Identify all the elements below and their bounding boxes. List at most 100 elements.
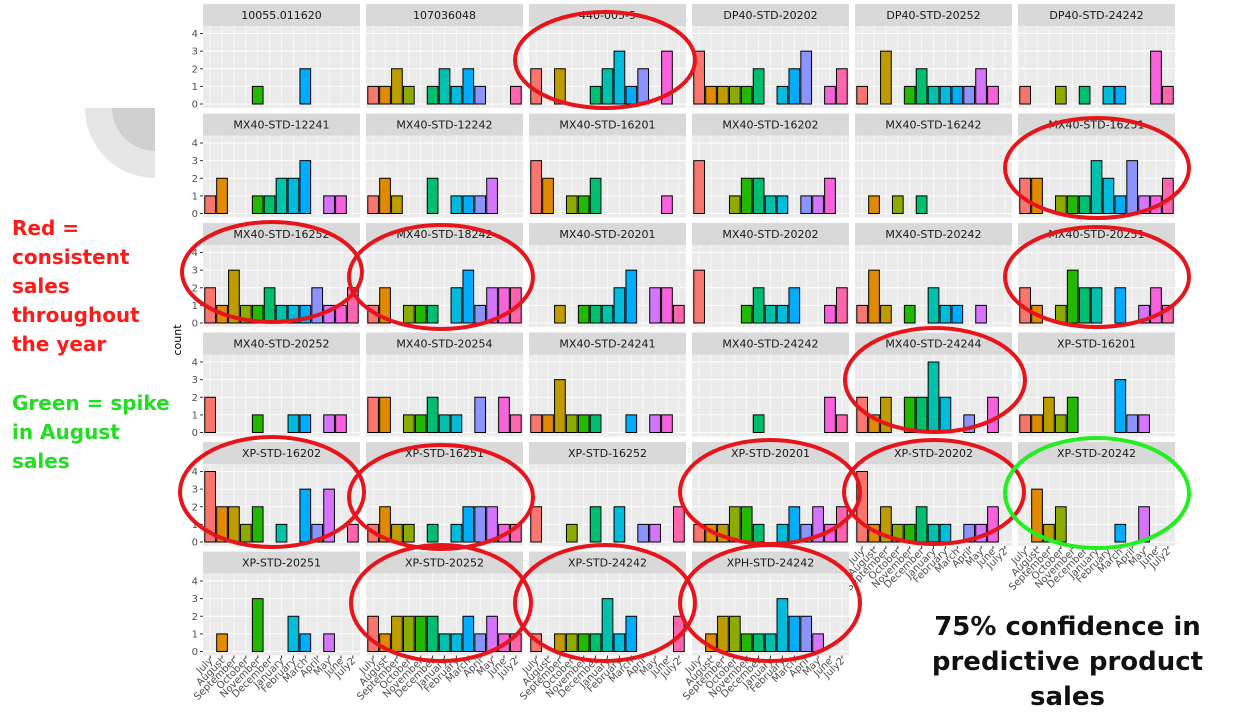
bar — [438, 633, 451, 653]
y-tick-label: 1 — [192, 301, 198, 312]
bar — [367, 396, 379, 433]
bar — [613, 506, 626, 543]
confidence-note: 75% confidence in predictive product sal… — [931, 612, 1204, 712]
bar — [824, 85, 836, 105]
panel-title: MX40-STD-18242 — [396, 228, 492, 241]
bar — [903, 304, 916, 324]
bar — [836, 287, 848, 324]
bar — [462, 615, 475, 652]
bar — [450, 633, 463, 653]
bar — [963, 414, 976, 433]
y-tick-label: 1 — [192, 520, 198, 531]
bar — [379, 506, 391, 543]
bar — [204, 195, 216, 214]
bar — [379, 287, 391, 324]
bar — [251, 506, 264, 543]
bar — [474, 304, 487, 324]
bar — [299, 160, 312, 214]
y-tick-label: 3 — [192, 266, 198, 277]
bar — [1078, 85, 1091, 105]
bar — [450, 85, 463, 105]
strip — [692, 551, 849, 574]
strip — [1018, 332, 1175, 355]
bar — [752, 523, 765, 543]
bar — [868, 414, 880, 433]
y-tick-label: 0 — [192, 319, 198, 330]
bar — [287, 177, 300, 214]
panel-title: XP-STD-16252 — [568, 447, 647, 460]
bar — [554, 304, 566, 324]
panel-title: XP-STD-20251 — [242, 557, 321, 570]
panel-title: MX40-STD-24242 — [722, 338, 818, 351]
highlight-ellipse — [178, 435, 366, 549]
y-tick-label: 0 — [192, 428, 198, 439]
bar — [414, 414, 427, 433]
bar — [987, 396, 999, 433]
panel-title: 107036048 — [413, 9, 476, 22]
bar — [987, 85, 999, 105]
bar — [462, 68, 475, 105]
bar — [613, 50, 626, 105]
bar — [613, 633, 626, 653]
bar — [776, 523, 789, 543]
bar — [426, 615, 439, 652]
highlight-ellipse — [347, 443, 535, 551]
y-tick-label: 3 — [192, 594, 198, 605]
bar — [323, 633, 335, 653]
strip — [1018, 223, 1175, 245]
strip — [1018, 4, 1175, 26]
bar — [402, 85, 415, 105]
bar — [367, 615, 379, 652]
highlight-ellipse — [513, 543, 697, 663]
bar — [391, 68, 403, 105]
strip — [203, 332, 360, 355]
strip — [529, 442, 686, 464]
bar — [1138, 506, 1150, 543]
strip — [366, 113, 523, 136]
bar — [740, 177, 753, 214]
bar — [1031, 177, 1043, 214]
y-tick-label: 2 — [192, 283, 198, 294]
bar — [450, 287, 463, 324]
bar — [565, 414, 578, 433]
y-tick-label: 0 — [192, 647, 198, 658]
panel-title: MX40-STD-20254 — [396, 338, 492, 351]
bar — [1066, 195, 1079, 214]
highlight-ellipse — [180, 220, 364, 324]
bar — [565, 633, 578, 653]
bar — [577, 304, 590, 324]
bar — [915, 396, 928, 433]
bar — [927, 523, 940, 543]
bar — [836, 414, 848, 433]
bar — [601, 598, 614, 653]
bar — [1114, 523, 1127, 543]
bar — [554, 633, 566, 653]
panel-title: MX40-STD-24244 — [885, 338, 981, 351]
bar — [1054, 195, 1067, 214]
bar — [426, 85, 439, 105]
bar — [379, 396, 391, 433]
strip — [203, 551, 360, 574]
strip — [855, 113, 1012, 136]
bar — [1054, 414, 1067, 433]
panel-title: MX40-STD-20201 — [559, 228, 655, 241]
bar — [915, 506, 928, 543]
y-tick-label: 4 — [192, 577, 198, 588]
bar — [1150, 50, 1162, 105]
bar — [577, 414, 590, 433]
panel-title: MX40-STD-20252 — [233, 338, 329, 351]
bar — [239, 304, 252, 324]
y-tick-label: 3 — [192, 156, 198, 167]
panel-title: XP-STD-16202 — [242, 447, 321, 460]
bar — [1090, 160, 1103, 214]
bar — [693, 269, 705, 324]
bar — [800, 50, 813, 105]
bar — [951, 85, 964, 105]
bar — [379, 633, 391, 653]
bar — [589, 414, 602, 433]
bar — [402, 523, 415, 543]
bar — [251, 195, 264, 214]
bar — [752, 287, 765, 324]
bar — [228, 506, 240, 543]
